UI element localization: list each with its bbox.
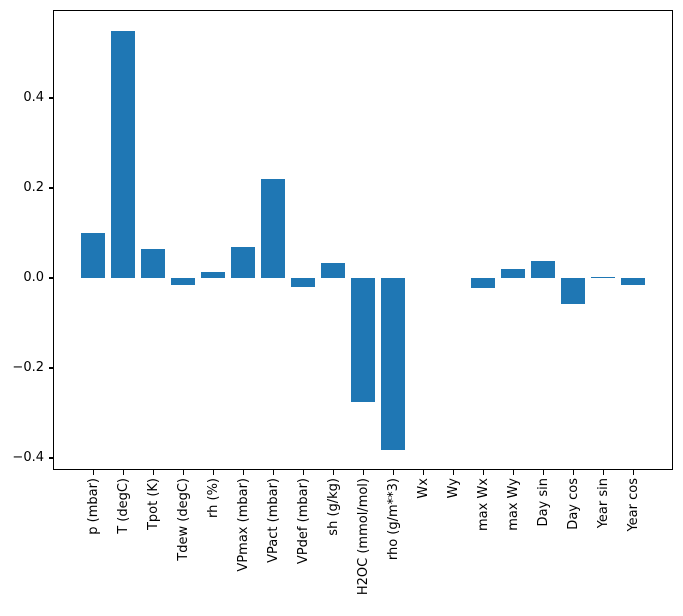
x-tick-mark xyxy=(572,470,574,475)
y-tick-mark xyxy=(48,457,53,459)
bar-h2oc-mmol-mol xyxy=(351,278,376,402)
bar-sh-g-kg xyxy=(321,262,346,278)
x-tick-mark xyxy=(212,470,214,475)
x-tick-mark xyxy=(152,470,154,475)
y-tick-label: 0.0 xyxy=(23,270,44,285)
x-tick-mark xyxy=(122,470,124,475)
x-tick-mark xyxy=(182,470,184,475)
x-tick-label-year-cos: Year cos xyxy=(625,478,641,532)
x-tick-label-rho-g-m-3: rho (g/m**3) xyxy=(385,478,401,561)
x-tick-label-t-degc: T (degC) xyxy=(115,478,131,534)
x-tick-mark xyxy=(392,470,394,475)
x-tick-mark xyxy=(452,470,454,475)
bar-rh xyxy=(201,271,226,278)
x-tick-mark xyxy=(422,470,424,475)
bar-day-cos xyxy=(561,278,586,305)
x-tick-label-day-cos: Day cos xyxy=(565,478,581,530)
x-tick-label-vpmax-mbar: VPmax (mbar) xyxy=(235,478,251,572)
x-tick-mark xyxy=(632,470,634,475)
x-tick-mark xyxy=(272,470,274,475)
bar-tpot-k xyxy=(141,249,166,278)
y-tick-mark xyxy=(48,187,53,189)
x-tick-mark xyxy=(482,470,484,475)
bar-day-sin xyxy=(531,260,556,278)
bar-p-mbar xyxy=(81,233,106,278)
x-tick-label-p-mbar: p (mbar) xyxy=(85,478,101,535)
x-tick-label-day-sin: Day sin xyxy=(535,478,551,527)
x-tick-mark xyxy=(302,470,304,475)
bar-rho-g-m-3 xyxy=(381,278,406,450)
bar-tdew-degc xyxy=(171,278,196,286)
bar-vpdef-mbar xyxy=(291,278,316,287)
y-tick-label: −0.4 xyxy=(12,450,44,465)
x-tick-mark xyxy=(242,470,244,475)
x-tick-label-rh: rh (%) xyxy=(205,478,221,518)
x-tick-label-wy: Wy xyxy=(445,478,461,499)
x-tick-mark xyxy=(602,470,604,475)
x-tick-label-h2oc-mmol-mol: H2OC (mmol/mol) xyxy=(355,478,371,596)
y-tick-mark xyxy=(48,367,53,369)
x-tick-label-wx: Wx xyxy=(415,478,431,499)
x-tick-label-tdew-degc: Tdew (degC) xyxy=(175,478,191,561)
x-tick-label-max-wx: max Wx xyxy=(475,478,491,532)
y-tick-label: −0.2 xyxy=(12,360,44,375)
bar-vpact-mbar xyxy=(261,179,286,278)
x-tick-label-max-wy: max Wy xyxy=(505,478,521,531)
plot-area xyxy=(53,10,673,470)
x-tick-label-vpact-mbar: VPact (mbar) xyxy=(265,478,281,563)
x-tick-mark xyxy=(92,470,94,475)
x-tick-label-year-sin: Year sin xyxy=(595,478,611,529)
bar-year-cos xyxy=(621,278,646,286)
bar-year-sin xyxy=(591,277,616,278)
bar-max-wy xyxy=(501,269,526,278)
x-tick-mark xyxy=(332,470,334,475)
x-tick-label-vpdef-mbar: VPdef (mbar) xyxy=(295,478,311,565)
x-tick-label-sh-g-kg: sh (g/kg) xyxy=(325,478,341,536)
x-tick-mark xyxy=(542,470,544,475)
x-tick-mark xyxy=(362,470,364,475)
x-tick-label-tpot-k: Tpot (K) xyxy=(145,478,161,531)
y-tick-mark xyxy=(48,277,53,279)
x-tick-mark xyxy=(512,470,514,475)
y-tick-label: 0.2 xyxy=(23,180,44,195)
bar-vpmax-mbar xyxy=(231,247,256,278)
y-tick-label: 0.4 xyxy=(23,90,44,105)
bar-max-wx xyxy=(471,278,496,289)
bar-t-degc xyxy=(111,30,136,278)
y-tick-mark xyxy=(48,97,53,99)
